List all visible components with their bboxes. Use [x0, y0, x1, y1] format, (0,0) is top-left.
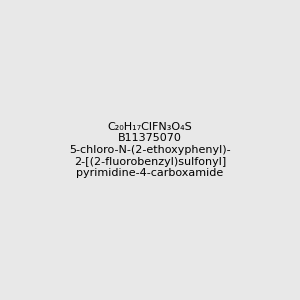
Text: C₂₀H₁₇ClFN₃O₄S
B11375070
5-chloro-N-(2-ethoxyphenyl)-
2-[(2-fluorobenzyl)sulfony: C₂₀H₁₇ClFN₃O₄S B11375070 5-chloro-N-(2-e…	[69, 122, 231, 178]
